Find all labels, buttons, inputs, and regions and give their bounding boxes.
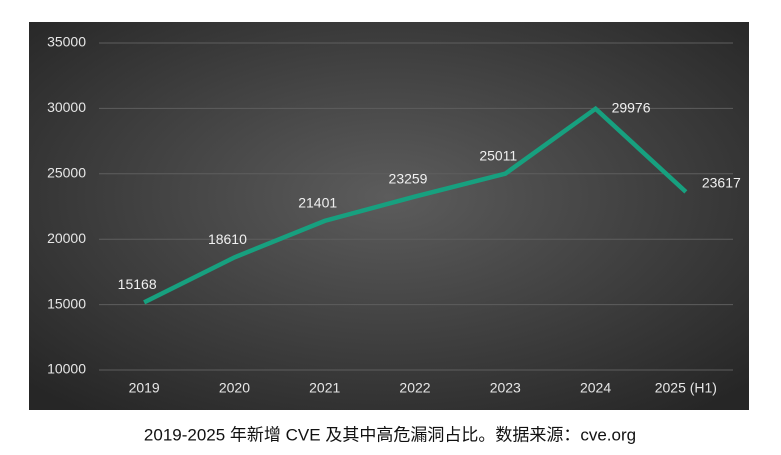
caption: 2019-2025 年新增 CVE 及其中高危漏洞占比。数据来源：cve.org — [144, 425, 636, 444]
y-tick-label: 25000 — [47, 165, 86, 181]
x-tick-label: 2019 — [129, 380, 160, 396]
data-label: 25011 — [479, 147, 517, 163]
data-label: 29976 — [612, 99, 651, 115]
data-label: 21401 — [298, 195, 337, 211]
data-label: 18610 — [208, 231, 247, 247]
y-tick-label: 30000 — [47, 99, 86, 115]
x-tick-label: 2020 — [219, 380, 250, 396]
x-tick-label: 2022 — [399, 380, 430, 396]
x-tick-label: 2024 — [580, 380, 611, 396]
x-tick-label: 2021 — [309, 380, 340, 396]
data-label: 15168 — [118, 276, 157, 292]
chart-background — [29, 22, 749, 410]
y-tick-label: 10000 — [47, 361, 86, 377]
data-label: 23259 — [389, 170, 428, 186]
x-tick-label: 2023 — [490, 380, 521, 396]
data-line — [143, 105, 688, 305]
y-tick-label: 35000 — [47, 34, 86, 50]
data-label: 23617 — [702, 175, 741, 191]
y-tick-label: 20000 — [47, 230, 86, 246]
y-tick-label: 15000 — [47, 295, 86, 311]
x-tick-label: 2025 (H1) — [655, 380, 717, 396]
